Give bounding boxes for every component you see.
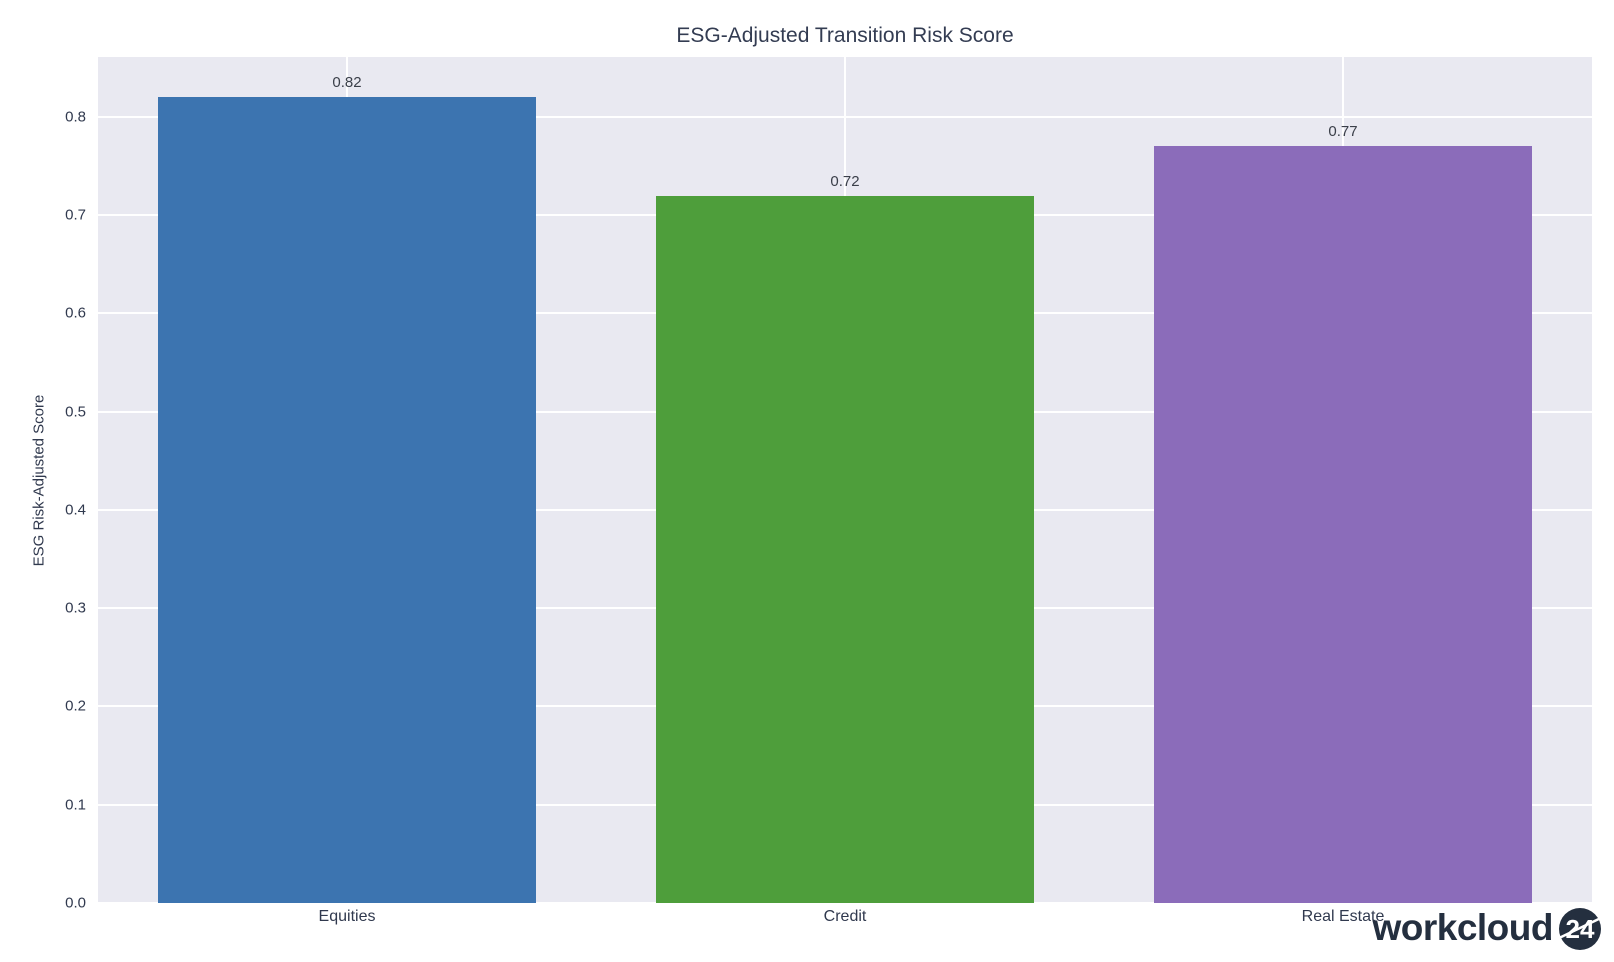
- y-tick-label: 0.6: [65, 304, 86, 322]
- workcloud24-logo-text: workcloud: [1372, 907, 1553, 948]
- chart-title: ESG-Adjusted Transition Risk Score: [676, 24, 1014, 47]
- y-tick-label: 0.0: [65, 894, 86, 912]
- y-tick-label: 0.4: [65, 501, 86, 519]
- y-tick-label: 0.5: [65, 403, 86, 421]
- workcloud24-logo: workcloud 24: [1372, 904, 1604, 952]
- y-tick-label: 0.8: [65, 108, 86, 126]
- y-tick-label: 0.7: [65, 206, 86, 224]
- plot-area: 0.82 0.72 0.77: [98, 57, 1592, 904]
- bar-Credit: [655, 195, 1035, 903]
- y-tick-label: 0.3: [65, 599, 86, 617]
- bar-Equities: [157, 97, 537, 903]
- logo-badge-number: 24: [1566, 914, 1595, 944]
- y-tick-label: 0.2: [65, 697, 86, 715]
- x-tick-label-Credit: Credit: [823, 908, 867, 925]
- x-tick-labels: Equities Credit Real Estate: [98, 908, 1592, 932]
- x-tick-label-Real Estate: Real Estate: [1301, 908, 1385, 925]
- bar-slot-Equities: 0.82: [98, 57, 596, 903]
- bar-slot-Credit: 0.72: [596, 57, 1094, 903]
- x-tick-label-Equities: Equities: [318, 908, 376, 925]
- bar-value-label: 0.82: [332, 74, 362, 92]
- y-tick-labels: 0.0 0.1 0.2 0.3 0.4 0.5 0.6 0.7 0.8: [0, 57, 86, 911]
- bar-value-label: 0.77: [1328, 123, 1358, 141]
- y-tick-label: 0.1: [65, 796, 86, 814]
- bar-value-label: 0.72: [830, 172, 860, 190]
- bar-slot-Real Estate: 0.77: [1094, 57, 1592, 903]
- gridline-y-0.0: [98, 902, 1592, 904]
- workcloud24-logo-badge-icon: 24: [1556, 908, 1604, 950]
- bar-Real Estate: [1153, 146, 1533, 903]
